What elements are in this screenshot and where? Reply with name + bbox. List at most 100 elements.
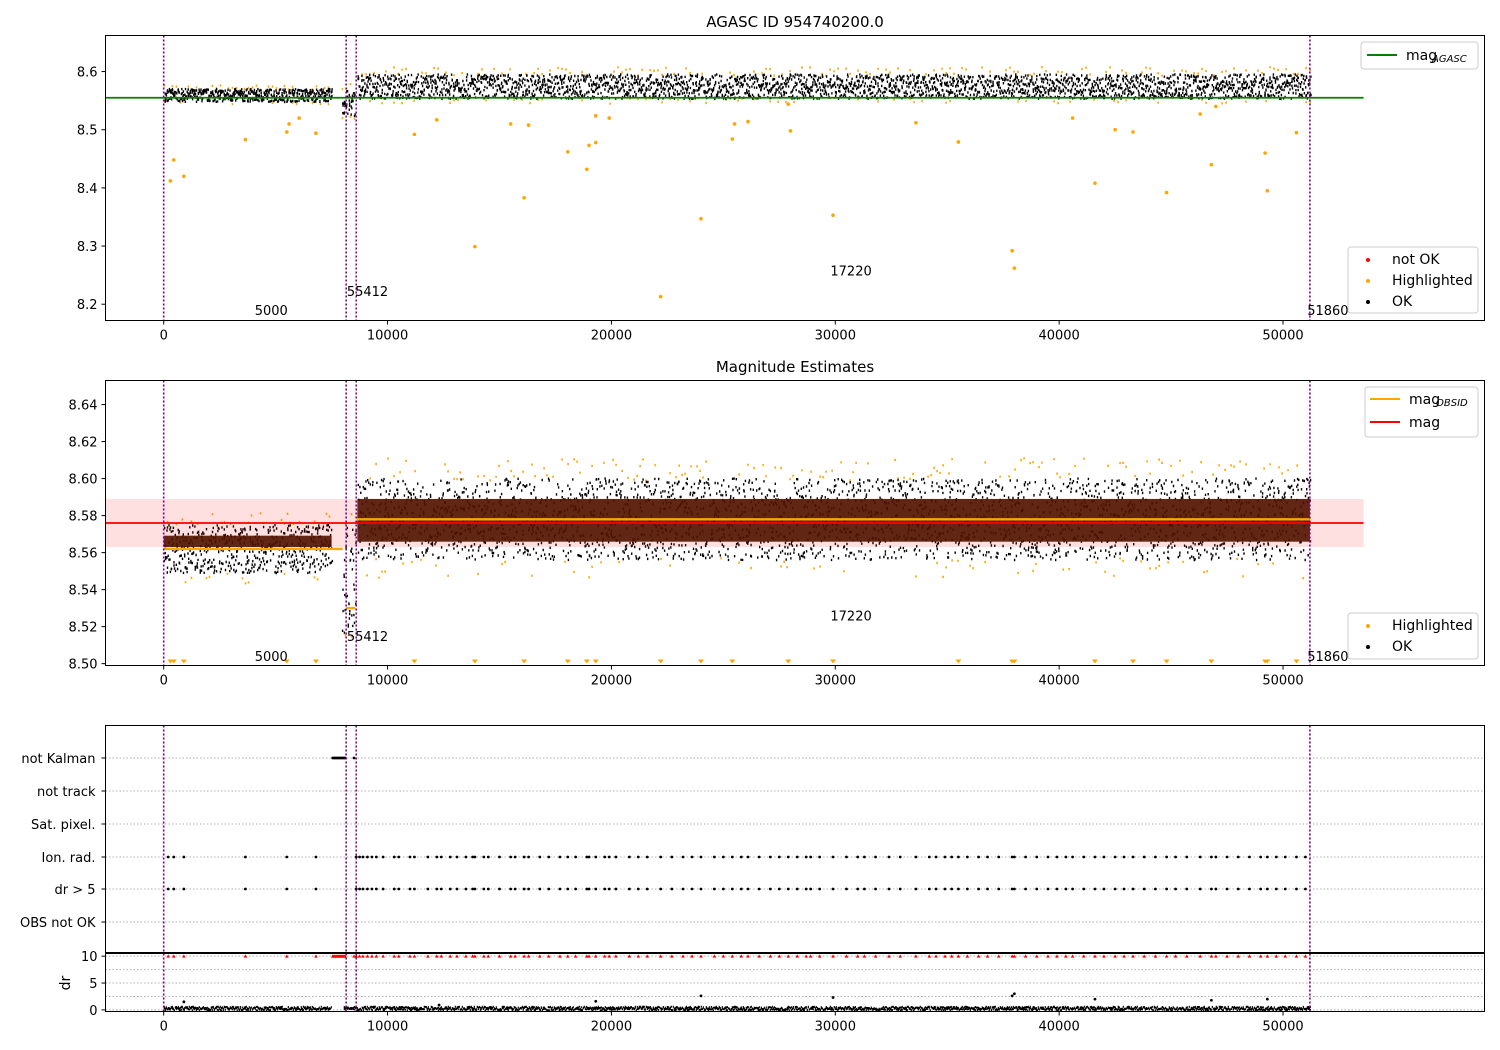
dr-capped-marker [537,954,542,958]
dr-capped-marker [448,954,453,958]
y-tick-label: 8.4 [77,182,98,197]
panel2-legend-top: mag OBSID mag [1364,386,1479,438]
flag-event [408,887,412,891]
flag-event [244,855,247,859]
dr-capped-marker [1070,954,1075,958]
dr-capped-marker [645,954,650,958]
panel3-frame [105,725,1485,953]
flag-event [809,887,813,891]
flag-event [1010,887,1014,891]
flag-event [358,855,361,859]
dr-capped-marker [681,954,685,958]
flag-event [1154,855,1157,859]
flag-event [1283,855,1287,859]
dr-capped-marker [587,954,591,958]
flag-event [699,855,703,859]
legend-mag-obsid-label: mag [1409,392,1440,408]
x-tick-label: 50000 [1262,329,1303,344]
flag-event [471,855,475,859]
x-tick-label: 20000 [591,329,632,344]
flag-event [1236,887,1240,891]
highlighted-point [1093,181,1097,186]
flag-event [965,887,969,891]
flag-event [914,887,918,891]
legend-not-ok: not OK [1392,252,1440,268]
dr-capped-marker [352,954,356,958]
highlighted-point [412,132,417,137]
legend-ok: OK [1392,294,1413,310]
flag-event [943,887,947,891]
dr-outlier [182,1000,186,1004]
flag-label: dr > 5 [54,883,95,898]
dr-capped-marker [746,954,750,958]
dr-capped-marker [1081,954,1086,958]
flag-event [1304,855,1307,859]
dr-capped-marker [996,954,1001,958]
flag-event [856,887,860,891]
flag-event [547,887,551,891]
highlighted-point [435,118,439,122]
flag-event [804,887,808,891]
flag-event [594,855,598,859]
flag-event [413,887,416,891]
highlighted-point [526,123,531,127]
flag-event [1209,887,1213,891]
dr-capped-marker [1113,954,1117,958]
flag-event [1304,887,1307,891]
highlighted-point [1209,162,1214,167]
flag-event [1259,855,1263,859]
flag-event [566,855,570,859]
highlighted-point [297,116,301,120]
x-tick-label: 40000 [1038,674,1079,689]
flag-event [381,855,385,859]
flag-event [426,855,430,859]
dr-capped-marker [808,954,813,958]
dr-capped-marker [381,954,385,958]
flag-event [166,887,170,891]
flag-event [757,855,761,859]
flag-event [366,855,369,859]
flag-event [831,887,835,891]
flag-event [934,887,938,891]
highlighted-point [607,116,611,120]
dr-capped-marker [712,954,717,958]
flag-event [527,887,531,891]
dr-capped-marker [1209,954,1214,958]
dr-capped-marker [1102,954,1106,958]
offscale-marker [564,659,571,664]
dr-outlier [437,1003,441,1007]
flag-event [1024,887,1027,891]
flag-event [538,887,542,891]
ok-points [341,526,357,634]
flag-event [1082,887,1086,891]
dr-capped-marker [526,954,531,958]
flag-event [927,855,931,859]
dr-capped-marker [439,954,444,958]
offscale-marker [657,659,664,664]
flag-event [636,887,640,891]
dr-capped-marker [1122,954,1126,958]
flag-event [587,855,591,859]
flag-event [1283,887,1287,891]
legend-highlighted: Highlighted [1392,273,1473,289]
y-tick-label: 8.50 [69,658,98,673]
dr-capped-marker [464,954,468,958]
panel3-data [105,725,1485,953]
dr-capped-marker [927,954,932,958]
flag-event [435,887,439,891]
y-tick-label: 8.64 [69,399,98,414]
flag-event [721,855,725,859]
offscale-marker [283,659,290,664]
flag-event [1142,887,1146,891]
flag-event [585,887,589,891]
highlighted-point [593,140,598,145]
dr-capped-marker [956,954,961,958]
highlighted-points [361,66,1311,105]
dr-capped-marker [721,954,726,958]
flag-event [361,887,365,891]
offscale-marker [170,659,177,664]
flag-event [392,887,396,891]
flag-event [1035,855,1039,859]
y-tick-label: 8.62 [69,436,98,451]
flag-event [166,855,170,859]
